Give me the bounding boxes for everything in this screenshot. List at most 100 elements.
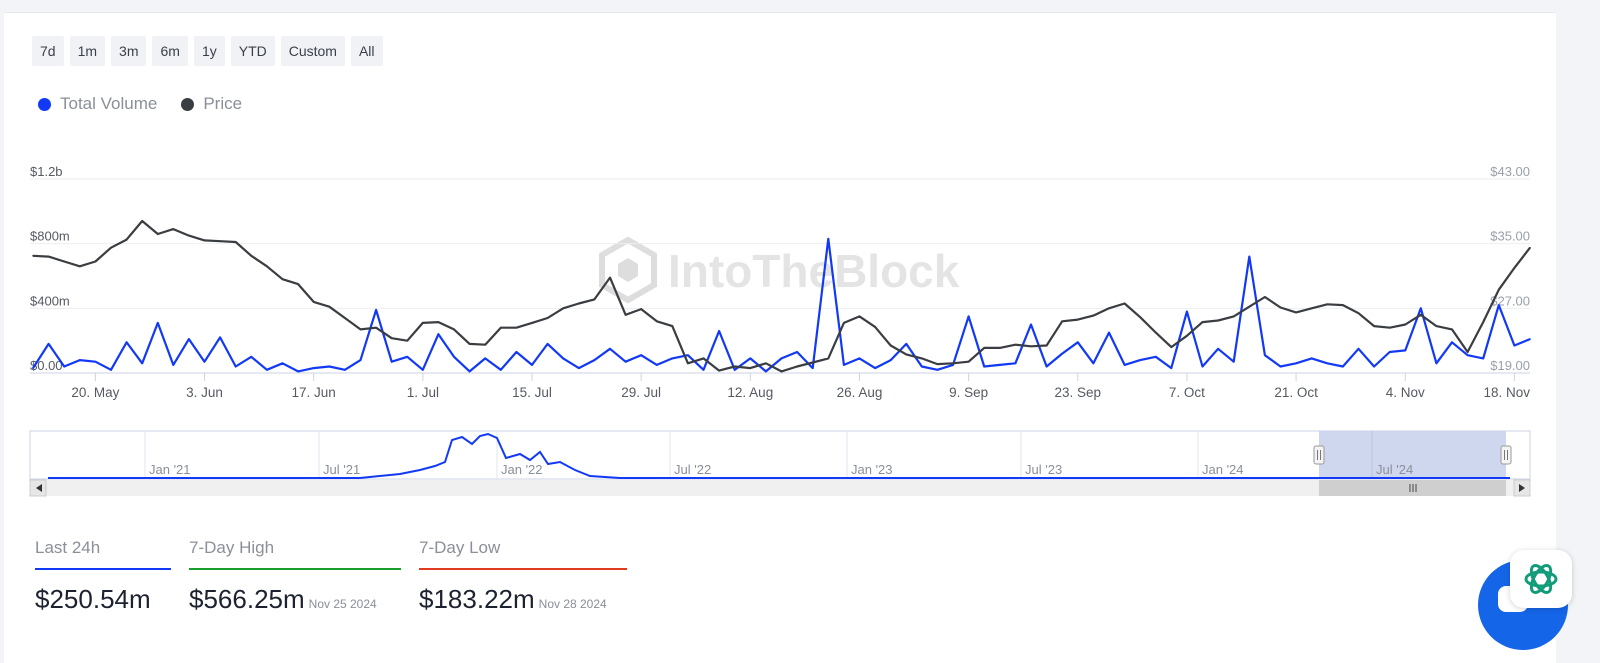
data-point-total-volume (437, 333, 440, 336)
legend-label-total-volume: Total Volume (60, 94, 158, 113)
data-point-price (328, 305, 331, 308)
data-point-price (1529, 246, 1531, 249)
data-point-total-volume (63, 365, 65, 368)
legend-item-total-volume[interactable]: Total Volume (38, 94, 157, 114)
data-point-total-volume (1404, 349, 1407, 352)
data-point-price (63, 260, 65, 263)
data-point-total-volume (47, 343, 50, 345)
data-point-price (250, 255, 253, 257)
data-point-price (874, 326, 876, 328)
data-point-price (780, 370, 783, 373)
navigator-date-label: Jan '24 (1202, 462, 1244, 477)
data-point-price (858, 315, 861, 318)
range-1y-button[interactable]: 1y (193, 36, 225, 66)
data-point-total-volume (1108, 331, 1110, 334)
legend-dot-price (181, 97, 195, 111)
data-point-total-volume (702, 369, 705, 371)
data-point-price (157, 233, 159, 235)
data-point-price (999, 347, 1001, 349)
data-point-total-volume (671, 357, 674, 360)
watermark: IntoTheBlock (599, 236, 960, 304)
data-point-price (624, 314, 627, 316)
stat-value-text: $250.54m (35, 584, 151, 614)
data-point-total-volume (422, 369, 424, 371)
data-point-total-volume (843, 364, 845, 366)
data-point-price (546, 317, 549, 319)
data-point-price (234, 241, 237, 243)
data-point-price (967, 360, 970, 363)
ai-assistant-button[interactable] (1510, 550, 1572, 608)
data-point-total-volume (125, 341, 128, 344)
range-ytd-button[interactable]: YTD (230, 36, 275, 66)
range-3m-button[interactable]: 3m (111, 36, 147, 66)
data-point-total-volume (157, 322, 159, 324)
navigator-selection (1319, 431, 1506, 479)
data-point-total-volume (203, 360, 206, 363)
data-point-price (172, 228, 175, 230)
data-point-price (1373, 325, 1375, 327)
data-point-price (359, 328, 362, 331)
navigator-date-label: Jul '21 (323, 462, 360, 477)
data-point-price (1451, 328, 1453, 331)
legend-dot-total-volume (38, 97, 51, 111)
stat-value-text: $183.22m (419, 584, 535, 614)
data-point-total-volume (1045, 365, 1048, 368)
data-point-price (1404, 323, 1407, 326)
data-point-price (203, 239, 206, 242)
data-point-price (1030, 345, 1032, 348)
legend-label-price: Price (203, 94, 243, 113)
data-point-total-volume (500, 369, 502, 371)
data-point-price (1014, 343, 1017, 346)
range-7d-button[interactable]: 7d (32, 36, 64, 66)
data-point-total-volume (858, 357, 861, 360)
range-1m-button[interactable]: 1m (69, 36, 106, 66)
data-point-price (1295, 311, 1297, 314)
range-6m-button[interactable]: 6m (152, 36, 188, 66)
stat-value: $183.22m Nov 28 2024 (419, 584, 627, 615)
x-tick-label: 29. Jul (621, 385, 661, 400)
data-point-total-volume (1264, 354, 1266, 357)
data-point-total-volume (1077, 341, 1079, 344)
stat-date: Nov 28 2024 (538, 597, 607, 611)
range-all-button[interactable]: All (350, 36, 383, 66)
data-point-total-volume (921, 365, 923, 368)
x-tick-label: 9. Sep (949, 385, 988, 400)
data-point-price (921, 357, 923, 360)
data-point-total-volume (1513, 344, 1516, 347)
data-point-total-volume (656, 364, 658, 366)
data-point-price (1217, 319, 1219, 322)
range-custom-button[interactable]: Custom (280, 36, 345, 66)
data-point-price (749, 367, 752, 369)
data-point-price (531, 322, 533, 324)
data-point-total-volume (1295, 362, 1297, 365)
chart-card (4, 12, 1556, 663)
navigator-date-label: Jan '21 (149, 462, 191, 477)
data-point-price (765, 362, 767, 365)
data-point-total-volume (952, 364, 954, 366)
y-left-tick-label: $1.2b (30, 164, 63, 179)
y-axis-right: $19.00 $27.00 $35.00 $43.00 (1490, 164, 1530, 373)
data-point-price (843, 322, 845, 324)
data-point-total-volume (250, 356, 253, 358)
data-point-price (1342, 304, 1344, 306)
data-point-total-volume (484, 357, 487, 360)
data-point-total-volume (1498, 304, 1500, 306)
navigator-date-label: Jul '22 (674, 462, 711, 477)
data-point-total-volume (468, 370, 471, 373)
x-tick-label: 12. Aug (727, 385, 773, 400)
data-point-price (312, 301, 315, 303)
legend-item-price[interactable]: Price (181, 94, 242, 114)
data-point-total-volume (1279, 365, 1282, 368)
data-point-price (578, 302, 580, 305)
y-left-tick-label: $400m (30, 293, 70, 308)
data-point-price (406, 339, 409, 342)
range-navigator[interactable]: Jan '21 Jul '21 Jan '22 Jul '22 Jan '23 Jul '… (29, 430, 1531, 497)
stat-value: $250.54m (35, 584, 171, 615)
x-tick-label: 20. May (71, 385, 119, 400)
page-top-strip (0, 0, 1600, 12)
data-point-price (375, 326, 377, 329)
data-point-price (47, 255, 50, 258)
navigator-mini-series (48, 432, 1510, 479)
data-point-price (952, 362, 954, 365)
